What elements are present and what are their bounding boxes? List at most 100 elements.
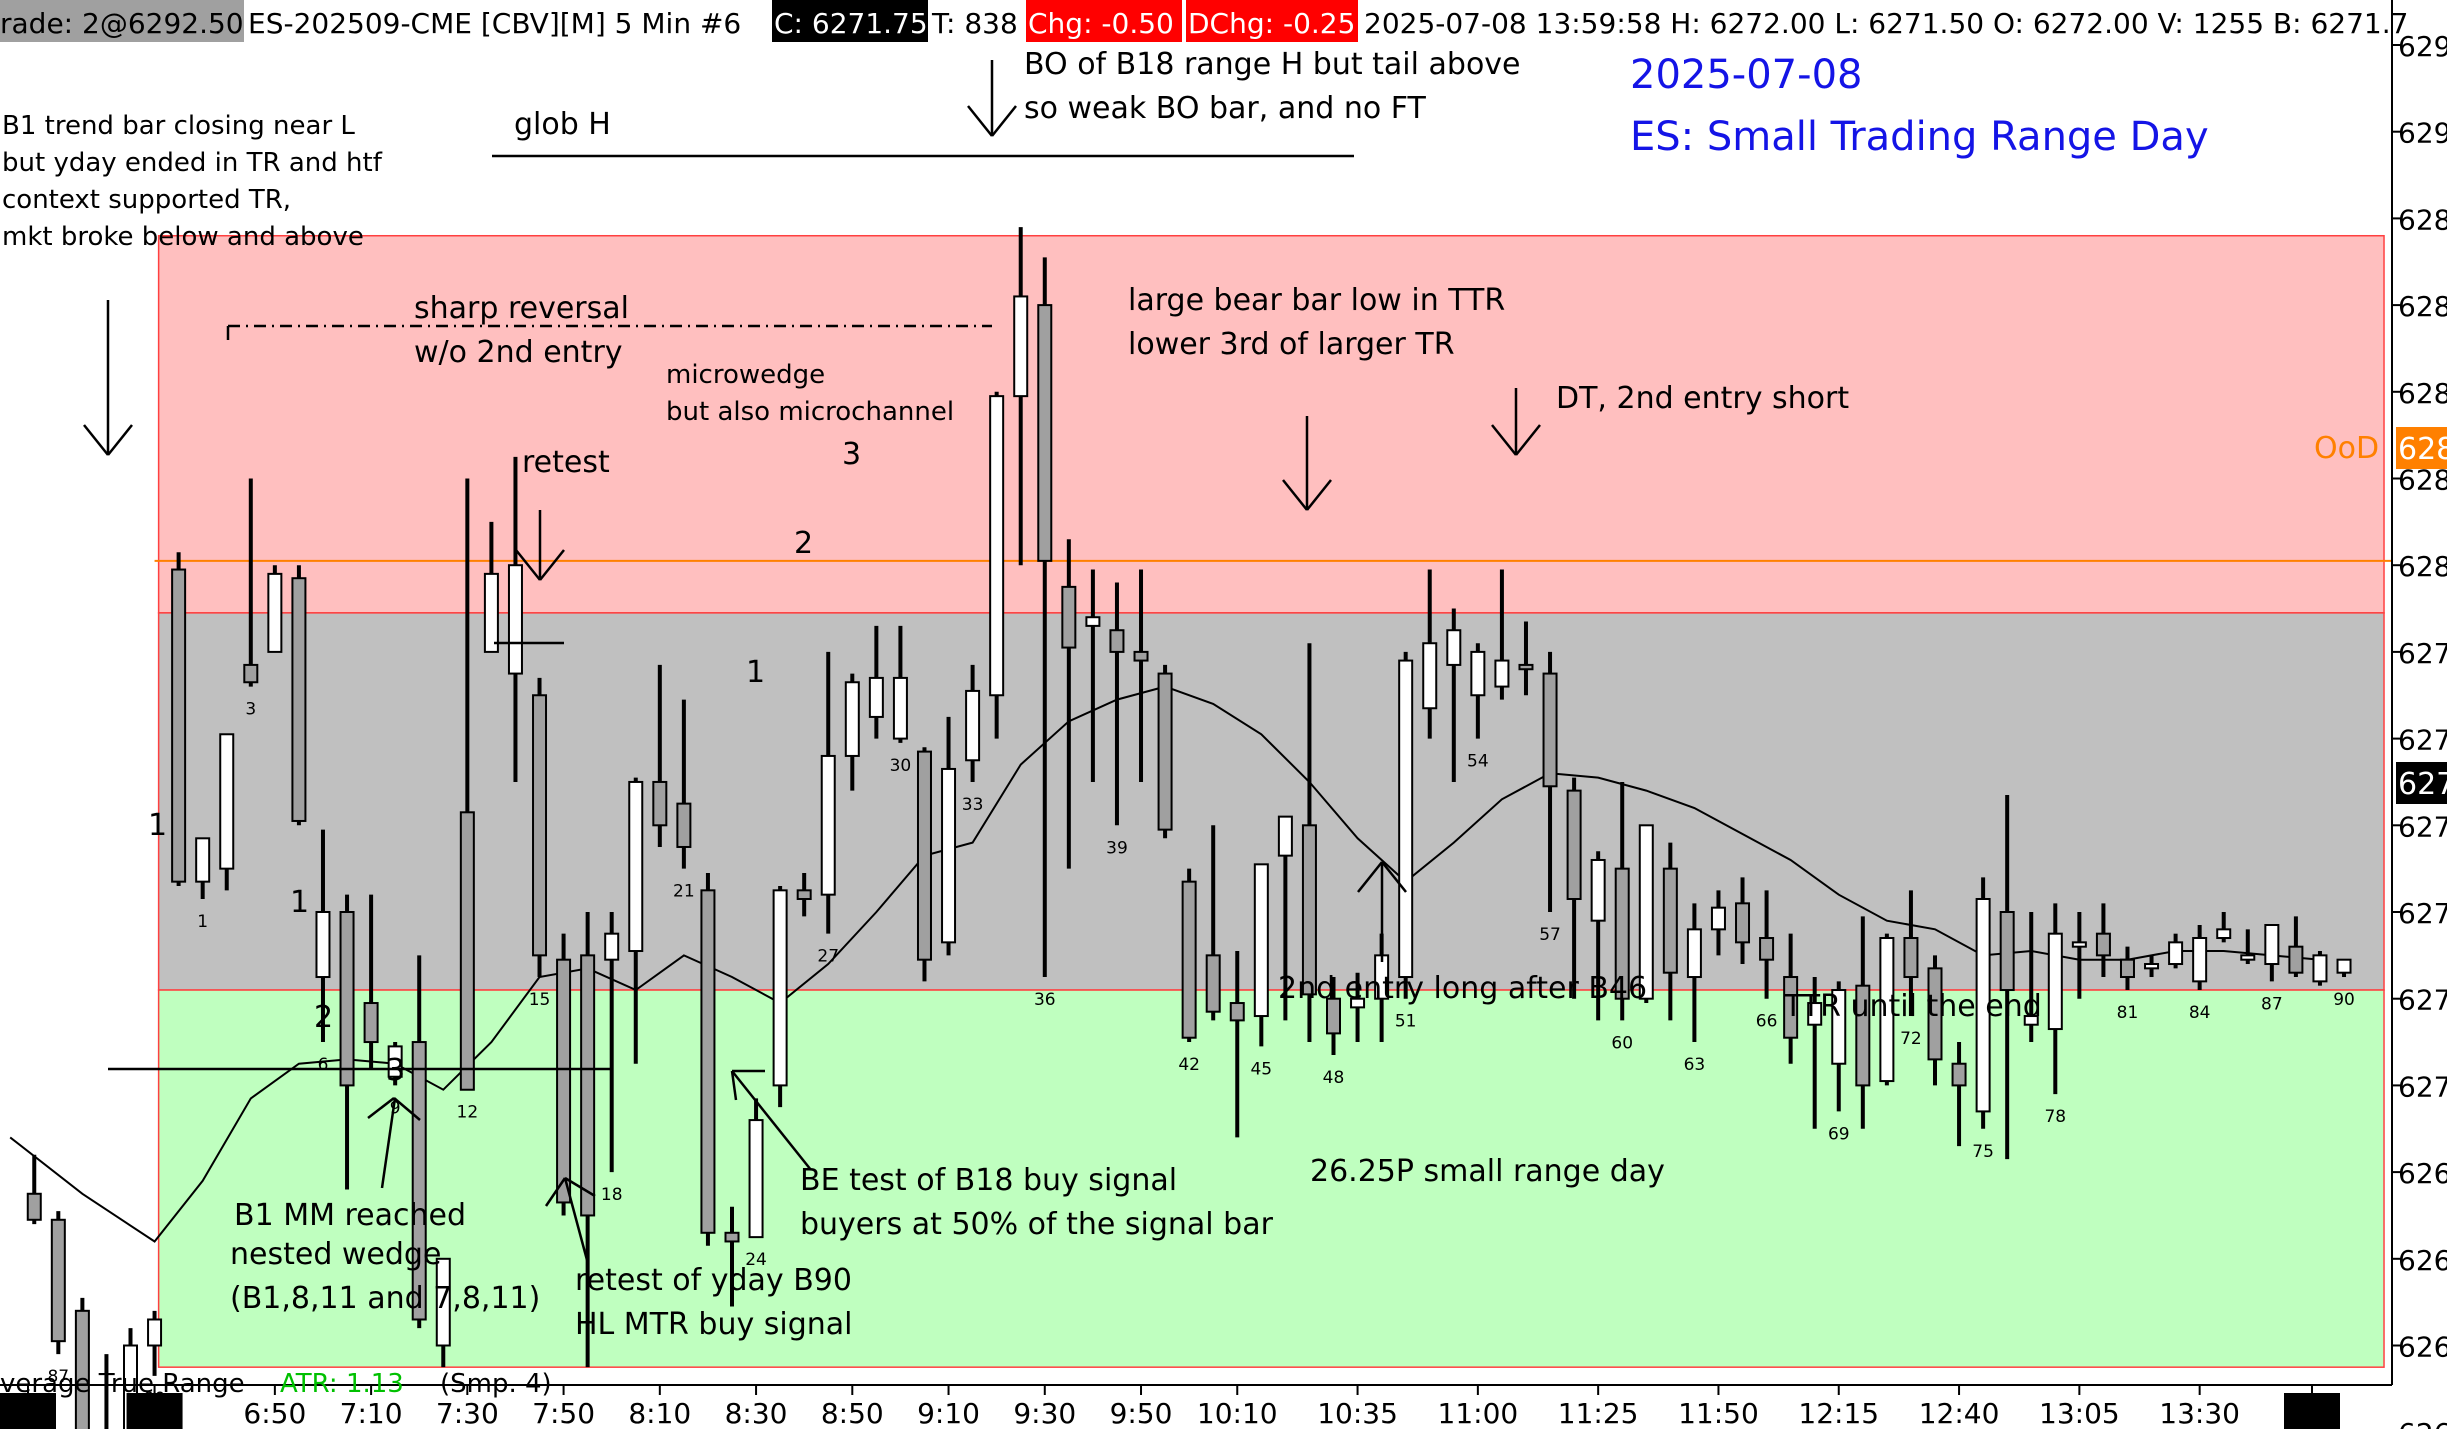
x-tick-label: 10:35 (1317, 1397, 1398, 1429)
y-tick-label: 626 (2398, 1157, 2447, 1190)
bar-number-label: 66 (1756, 1012, 1778, 1032)
zone-green (157, 989, 2385, 1368)
x-tick-label: 12:40 (1919, 1397, 2000, 1429)
header-bar: rade: 2@6292.50 ES-202509-CME [CBV][M] 5… (0, 0, 2408, 42)
arrow-b1-head (107, 424, 133, 456)
candle-bull-body (965, 689, 981, 762)
candle (820, 651, 836, 934)
annotations: B1 trend bar closing near L but yday end… (2, 47, 2209, 1342)
candle-bear-body (724, 1231, 740, 1243)
candle-bear-body (1855, 984, 1871, 1087)
candle (1326, 977, 1341, 1056)
candle (652, 664, 668, 847)
candle-bear-body (50, 1218, 66, 1343)
candle (1301, 643, 1317, 1043)
header-trade: rade: 2@6292.50 (0, 7, 244, 40)
candle (1614, 781, 1630, 1021)
candle (2216, 912, 2232, 943)
arrow-retest-yday-head (564, 1176, 596, 1198)
bar-number-label: 36 (1034, 990, 1056, 1010)
candle-bear-body (1037, 304, 1053, 562)
candle (1037, 257, 1053, 978)
candle (1710, 890, 1726, 956)
y-tick-label: 628 (2398, 550, 2447, 583)
candle (748, 1098, 764, 1239)
bar-number-label: 90 (2333, 990, 2355, 1010)
candle-bull-body (1253, 863, 1269, 1018)
ann-bo-b18-2: so weak BO bar, and no FT (1024, 91, 1426, 126)
ann-retest: retest (522, 445, 610, 480)
candle-bear-body (1759, 937, 1775, 961)
y-tick-label: 626 (2398, 1417, 2447, 1429)
candle-bull-body (2264, 924, 2280, 966)
candle (2144, 955, 2160, 978)
ann-b1-mm-3: (B1,8,11 and 7,8,11) (230, 1281, 540, 1316)
candle-bear-body (1301, 824, 1317, 996)
x-tick-label: 8:10 (628, 1397, 691, 1429)
arrow-retest-yday-head (544, 1177, 567, 1207)
candle (219, 733, 235, 891)
last-price-value: 627 (2398, 767, 2447, 802)
x-tick-label: 9:10 (917, 1397, 980, 1429)
candle (556, 933, 572, 1216)
candle-bull-body (748, 1119, 764, 1239)
candle-bear-body (796, 889, 812, 900)
bar-number-label: 81 (2117, 1003, 2139, 1023)
candle-bull-body (1879, 937, 1895, 1083)
arrow-b1-mm (380, 1097, 397, 1189)
ema-line-group (9, 685, 2321, 1243)
candle (1638, 824, 1654, 1004)
bar-number-label: 42 (1178, 1055, 1200, 1075)
ann-second-entry-long: 2nd entry long after B46 (1278, 971, 1647, 1006)
bar-number-label: 30 (890, 756, 912, 776)
candle (195, 837, 211, 899)
candle-bull-body (435, 1257, 451, 1347)
candle (1855, 916, 1871, 1129)
arrow-2nd-entry-head (1381, 861, 1407, 893)
ann-sharp-reversal-1: sharp reversal (414, 291, 629, 326)
candle (147, 1310, 163, 1376)
arrow-be-test-head (730, 1070, 738, 1101)
candle (1013, 227, 1029, 566)
candle (1783, 933, 1799, 1064)
candle (2071, 912, 2087, 999)
ann-b1-mm-2: nested wedge (230, 1237, 441, 1272)
candle-bull-body (772, 889, 788, 1087)
candles (26, 227, 2352, 1429)
bar-number-label: 12 (457, 1103, 479, 1123)
candle-bear-body (339, 911, 355, 1087)
candle (1903, 890, 1919, 1017)
candle (532, 677, 548, 978)
candle (459, 478, 475, 1091)
arrow-retest-head (515, 549, 541, 581)
candle (1566, 777, 1582, 999)
candle-bull-body (1494, 659, 1510, 688)
indicator-name: verage True Range (0, 1369, 245, 1399)
candle-bull-body (1422, 642, 1438, 710)
count-label: 1 (290, 885, 309, 920)
bar-number-label: 1 (197, 912, 208, 932)
bar-number-label: 72 (1900, 1029, 1922, 1049)
ann-be-test-2: buyers at 50% of the signal bar (800, 1207, 1274, 1242)
candle (50, 1211, 66, 1355)
x-date-box (0, 1393, 56, 1429)
ann-dt-short: DT, 2nd entry short (1556, 381, 1849, 416)
ann-b1-trend-4: mkt broke below and above (2, 222, 364, 252)
candle (1446, 608, 1462, 782)
bar-number-label: 60 (1611, 1033, 1633, 1053)
candle (2119, 946, 2135, 991)
y-tick-label: 627 (2398, 810, 2447, 843)
candle-bear-body (1205, 954, 1221, 1013)
candle (363, 894, 379, 1069)
bar-number-label: 54 (1467, 752, 1489, 772)
candle (1807, 977, 1823, 1129)
candle-bear-body (916, 750, 932, 961)
candle (1085, 569, 1101, 782)
candle-bull-body (195, 837, 211, 883)
candle-bear-body (1951, 1062, 1967, 1087)
candle-bear-body (411, 1041, 427, 1321)
candle (1253, 863, 1269, 1047)
y-tick-label: 627 (2398, 984, 2447, 1017)
candle (1205, 825, 1221, 1021)
